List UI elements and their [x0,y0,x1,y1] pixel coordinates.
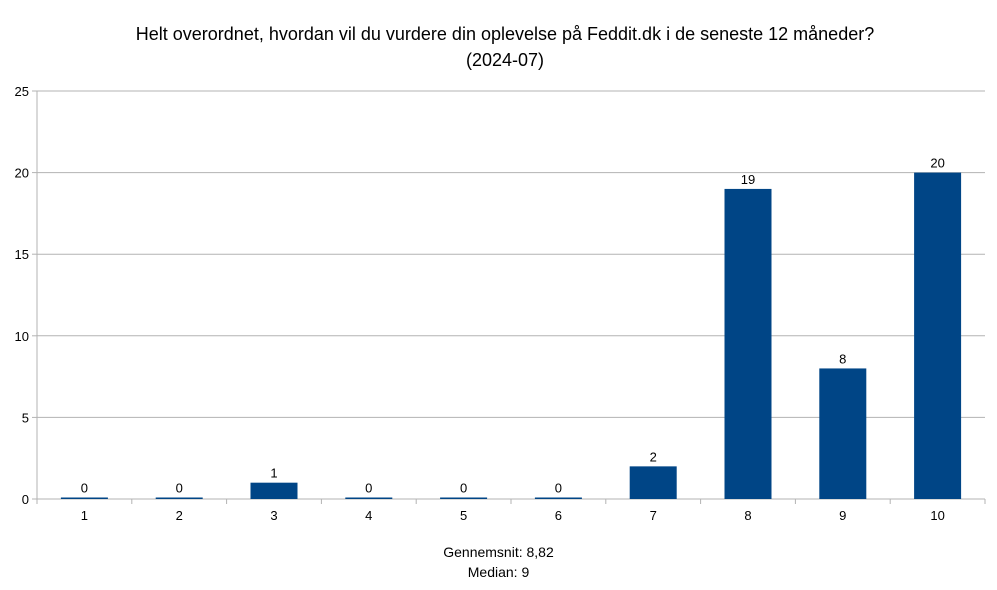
data-label: 0 [555,481,562,496]
data-label: 8 [839,351,846,366]
median-note: Median: 9 [467,564,530,580]
x-tick-label: 6 [555,508,562,523]
y-tick-label: 10 [15,329,29,344]
data-label: 0 [81,481,88,496]
data-label: 0 [460,481,467,496]
data-label: 2 [650,449,657,464]
y-tick-label: 0 [22,492,29,507]
bar [629,466,677,499]
bar [345,497,393,499]
x-tick-label: 7 [650,508,657,523]
data-label: 20 [930,156,944,171]
x-tick-label: 4 [365,508,372,523]
x-tick-label: 10 [930,508,944,523]
x-tick-label: 1 [81,508,88,523]
x-tick-label: 3 [270,508,277,523]
x-tick-label: 2 [176,508,183,523]
chart-title: Helt overordnet, hvordan vil du vurdere … [135,24,875,44]
bar [155,497,203,499]
x-tick-label: 9 [839,508,846,523]
data-label: 19 [741,172,755,187]
y-tick-label: 15 [15,247,29,262]
data-label: 1 [270,466,277,481]
bar [724,188,772,500]
x-tick-label: 8 [744,508,751,523]
y-tick-label: 5 [22,410,29,425]
bar [60,497,108,499]
average-note: Gennemsnit: 8,82 [443,544,554,560]
chart-subtitle: (2024-07) [465,50,545,70]
bar [534,497,582,499]
bar [250,482,298,499]
y-tick-label: 20 [15,166,29,181]
bar [819,368,867,499]
bar [914,172,962,499]
data-label: 0 [365,481,372,496]
bar [440,497,488,499]
y-tick-label: 25 [15,84,29,99]
data-label: 0 [176,481,183,496]
x-tick-label: 5 [460,508,467,523]
